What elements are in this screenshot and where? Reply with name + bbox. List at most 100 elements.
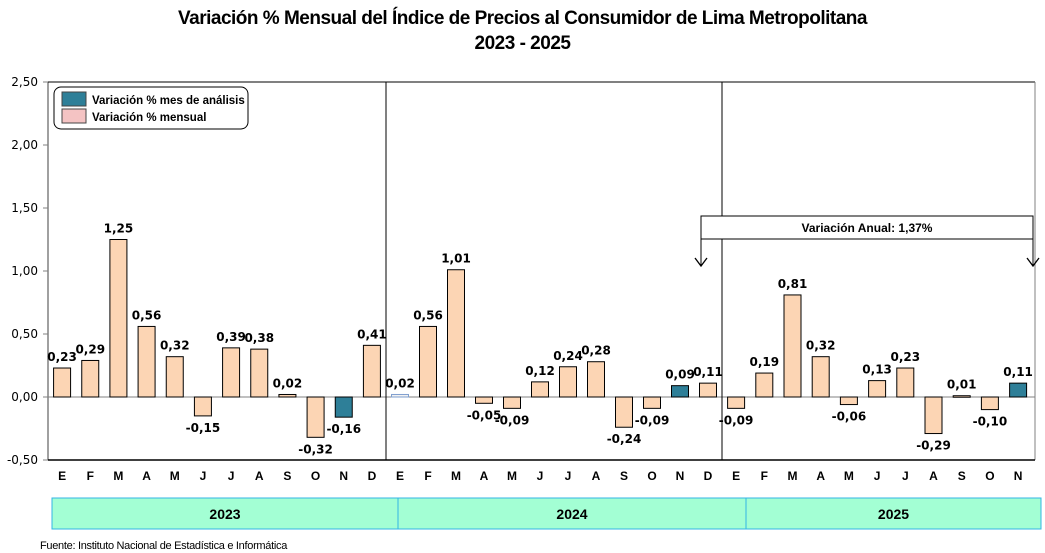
month-label: O <box>985 469 994 483</box>
data-label: 0,11 <box>1003 365 1033 379</box>
month-label: J <box>902 469 909 483</box>
data-label: 0,23 <box>890 350 920 364</box>
bar-2024-8 <box>615 396 633 428</box>
data-label: 0,09 <box>665 368 695 382</box>
month-label: J <box>200 469 207 483</box>
month-label: D <box>368 469 377 483</box>
bar-2023-6 <box>222 347 241 398</box>
annual-variation-annotation: Variación Anual: 1,37% <box>694 215 1040 268</box>
bar-2024-9 <box>643 396 661 409</box>
data-label: 0,12 <box>525 364 555 378</box>
year-band-cell <box>51 497 399 530</box>
year-band-cell <box>745 497 1042 530</box>
month-label: J <box>228 469 235 483</box>
data-labels: 0,230,291,250,560,32-0,150,390,380,02-0,… <box>47 222 1033 457</box>
data-label: -0,32 <box>298 442 333 456</box>
month-label: F <box>761 469 768 483</box>
data-label: 0,56 <box>132 308 162 322</box>
data-label: 0,81 <box>778 277 808 291</box>
month-label: E <box>58 469 66 483</box>
month-label: N <box>676 469 685 483</box>
data-label: 0,39 <box>216 330 246 344</box>
month-label: A <box>929 469 938 483</box>
bar-2025-2 <box>783 294 802 398</box>
bar-2024-3 <box>475 396 493 404</box>
data-label: 0,19 <box>749 355 779 369</box>
legend-box <box>53 86 249 130</box>
chart-canvas: 2,502,001,501,000,500,00-0,50 0,230,291,… <box>7 75 1042 530</box>
y-tick-label: 2,50 <box>11 75 38 89</box>
month-label: M <box>788 469 798 483</box>
bar-2024-10 <box>671 385 689 398</box>
month-label: F <box>424 469 431 483</box>
bar-2025-4 <box>839 396 858 406</box>
month-label: F <box>87 469 94 483</box>
bar-2023-11 <box>362 344 381 398</box>
data-label: 1,25 <box>104 222 134 236</box>
bars <box>53 239 1028 438</box>
bar-2024-11 <box>699 382 717 398</box>
data-label: -0,29 <box>916 439 951 453</box>
month-label: J <box>874 469 881 483</box>
y-tick-label: 2,00 <box>11 138 38 152</box>
month-label: S <box>958 469 966 483</box>
bar-2025-3 <box>811 356 830 398</box>
bar-2025-7 <box>924 396 943 435</box>
bar-2023-1 <box>81 359 100 398</box>
data-label: 1,01 <box>441 252 471 266</box>
data-label: 0,13 <box>862 363 892 377</box>
month-label: O <box>311 469 320 483</box>
month-label: J <box>565 469 572 483</box>
month-label: S <box>620 469 628 483</box>
y-tick-label: 0,00 <box>11 390 38 404</box>
chart-title: Variación % Mensual del Índice de Precio… <box>178 8 867 29</box>
data-label: 0,01 <box>947 378 977 392</box>
bar-2025-1 <box>755 372 774 398</box>
month-label: A <box>142 469 151 483</box>
arrow-down-icon <box>694 257 708 268</box>
data-label: 0,02 <box>385 376 415 390</box>
bar-2023-4 <box>165 356 184 398</box>
month-label: A <box>480 469 489 483</box>
month-label: M <box>844 469 854 483</box>
year-separators <box>385 82 723 460</box>
data-label: -0,10 <box>973 415 1008 429</box>
month-label: O <box>647 469 656 483</box>
month-label: M <box>507 469 517 483</box>
bar-2025-9 <box>980 396 999 411</box>
data-label: -0,09 <box>635 413 670 427</box>
data-label: 0,24 <box>553 349 583 363</box>
arrow-down-icon <box>1026 257 1040 268</box>
year-label: 2025 <box>878 506 909 522</box>
data-label: -0,16 <box>326 422 361 436</box>
bar-2023-8 <box>278 393 297 398</box>
data-label: 0,11 <box>693 365 723 379</box>
bar-2023-10 <box>334 396 353 418</box>
year-label: 2024 <box>556 506 587 522</box>
annual-box <box>700 215 1034 240</box>
data-label: 0,02 <box>273 376 303 390</box>
y-tick-label: 0,50 <box>11 327 38 341</box>
month-label: N <box>339 469 348 483</box>
bar-2025-6 <box>896 367 915 398</box>
data-label: -0,06 <box>832 410 867 424</box>
data-label: 0,41 <box>357 327 387 341</box>
annual-variation-label: Variación Anual: 1,37% <box>802 221 933 235</box>
year-label: 2023 <box>209 506 240 522</box>
month-label: S <box>283 469 291 483</box>
data-label: 0,56 <box>413 308 443 322</box>
bar-2023-9 <box>306 396 325 438</box>
bar-2024-4 <box>503 396 521 409</box>
legend: Variación % mes de análisis Variación % … <box>53 86 249 130</box>
chart-subtitle: 2023 - 2025 <box>474 33 571 54</box>
year-band: 2023 2024 2025 <box>51 497 1042 530</box>
bar-2024-0 <box>391 393 409 398</box>
data-label: 0,28 <box>581 344 611 358</box>
month-label: A <box>816 469 825 483</box>
data-label: 0,29 <box>75 342 105 356</box>
bar-2023-5 <box>193 396 212 417</box>
data-label: -0,05 <box>467 408 502 422</box>
axes: 2,50 2,00 1,50 1,00 0,50 0,00 -0,50 <box>7 75 1036 467</box>
month-label: M <box>451 469 461 483</box>
